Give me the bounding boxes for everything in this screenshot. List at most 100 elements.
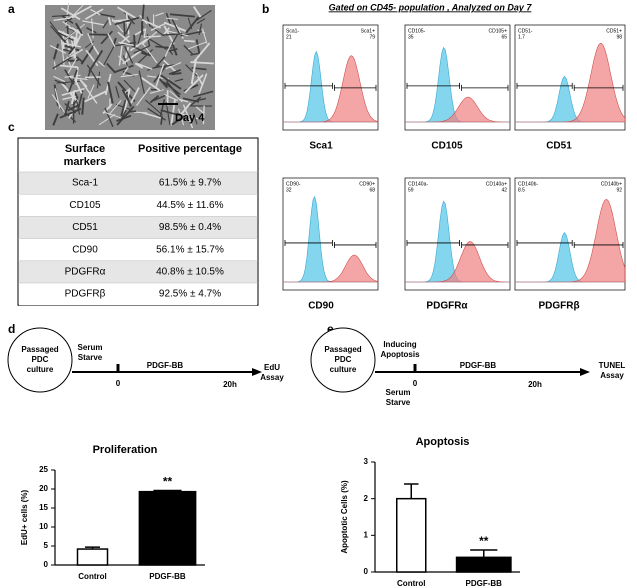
cell: [87, 84, 95, 99]
cell: [123, 10, 135, 25]
cell: [133, 28, 147, 37]
gate: [516, 82, 624, 91]
gate: [406, 82, 509, 91]
cell: [102, 45, 115, 68]
cell: [86, 27, 97, 34]
cell: [149, 89, 165, 94]
cell: [120, 73, 138, 78]
table-row: [19, 283, 257, 306]
cell: [149, 94, 160, 104]
cell: [81, 97, 85, 115]
marker-label: PDGFRβ: [538, 301, 579, 312]
cell: [80, 45, 94, 65]
caption: Day 4: [175, 112, 205, 124]
cell: [53, 75, 66, 83]
cell: [67, 58, 78, 74]
cell: [185, 16, 200, 34]
cell: [64, 44, 80, 52]
cell: [86, 64, 102, 86]
panel-label: c: [8, 120, 15, 134]
cell: [140, 76, 161, 92]
time-label: 20h: [528, 380, 542, 389]
cell: [174, 78, 184, 82]
cell: [127, 110, 137, 113]
cell: [198, 73, 208, 94]
stained-peak: [283, 254, 379, 283]
stained-peak: [283, 55, 379, 123]
cell: [136, 86, 151, 106]
table-cell: CD90: [72, 244, 98, 255]
gate-label: CD90-: [286, 181, 301, 187]
gate: [406, 239, 509, 248]
cell: [75, 99, 81, 115]
cell: [88, 49, 104, 73]
x-tick-label: Control: [397, 579, 425, 588]
table-cell: 61.5% ± 9.7%: [159, 178, 221, 189]
bar: [76, 548, 109, 566]
cell: [116, 105, 135, 126]
chart-title: Proliferation: [93, 444, 158, 456]
table-row: [19, 194, 257, 217]
y-tick-label: 5: [44, 541, 49, 550]
histogram-frame: [282, 177, 379, 291]
histogram-frame: [514, 177, 626, 291]
cell: [49, 44, 67, 54]
cell: [193, 42, 211, 63]
table-cell: 40.8% ± 10.5%: [156, 267, 224, 278]
cell: [70, 77, 88, 80]
cell: [97, 60, 105, 68]
cell: [134, 62, 144, 69]
cell: [159, 99, 166, 118]
cell: [104, 107, 114, 128]
cell: [100, 30, 113, 45]
histogram-frame: [514, 24, 626, 131]
cell: [196, 9, 212, 21]
table-row: [19, 216, 257, 239]
step-text: PDGF-BB: [147, 361, 184, 370]
cell: [160, 109, 183, 117]
x-tick-label: PDGF-BB: [466, 579, 503, 588]
gate-label: CD90+: [359, 181, 375, 187]
marker-label: CD90: [308, 301, 334, 312]
cell: [141, 51, 152, 57]
step-text: Inducing: [383, 340, 416, 349]
cell: [70, 89, 76, 105]
start-node: [7, 327, 73, 393]
gate-percent: 21: [286, 34, 292, 40]
cell: [73, 77, 83, 94]
time-label: 20h: [223, 380, 237, 389]
cell: [53, 61, 57, 70]
stained-peak: [405, 96, 510, 123]
cell: [190, 61, 214, 65]
node-text: culture: [330, 365, 357, 374]
y-axis-label: Apoptotic Cells (%): [340, 480, 349, 554]
cell: [115, 86, 120, 98]
cell: [190, 52, 199, 56]
cell: [142, 111, 162, 119]
gate-label: Sca1-: [286, 28, 299, 34]
gate-percent: 42: [501, 187, 507, 193]
cell: [125, 12, 130, 35]
stained-peak: [515, 42, 626, 123]
y-tick-label: 10: [39, 522, 48, 531]
cell: [163, 81, 181, 96]
cell: [107, 17, 112, 26]
cell: [115, 103, 133, 111]
cell: [122, 66, 129, 76]
gate-label: CD105+: [489, 28, 508, 34]
cell: [61, 87, 85, 96]
cell: [133, 45, 151, 54]
cell: [162, 33, 183, 36]
cell: [171, 115, 185, 126]
gate-percent: 92: [616, 187, 622, 193]
node-text: Passaged: [21, 345, 58, 354]
gate-percent: 59: [408, 187, 414, 193]
start-node: [310, 327, 376, 393]
gate-percent: 8.5: [518, 187, 525, 193]
cell: [190, 96, 202, 106]
panel-label: b: [262, 2, 269, 16]
cell: [196, 18, 206, 25]
cell: [98, 113, 116, 126]
cell: [114, 16, 140, 26]
table-header: Surface: [65, 143, 105, 155]
